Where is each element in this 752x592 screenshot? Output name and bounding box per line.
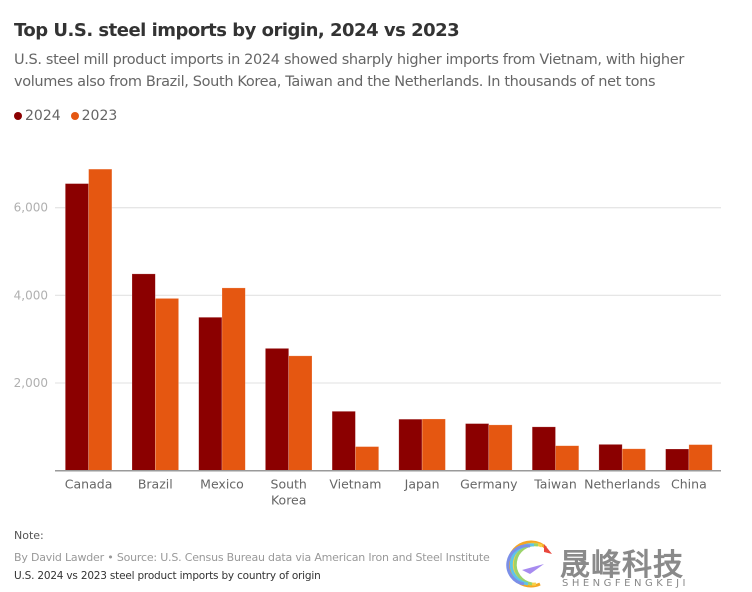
legend-swatch-2024 bbox=[14, 112, 22, 120]
bar-vietnam-2023 bbox=[355, 446, 379, 472]
legend-label-2023: 2023 bbox=[81, 108, 118, 124]
bar-chart: 2,000 4,000 6,000 Canada Brazil Mexico South Ko… bbox=[14, 168, 721, 508]
bar-brazil-2023 bbox=[155, 298, 179, 471]
x-tick-label-line: South bbox=[271, 477, 307, 492]
y-tick-label-4000: 4,000 bbox=[14, 288, 48, 302]
watermark-subtext: SHENGFENGKEJI bbox=[562, 578, 689, 589]
x-tick-label-line: Brazil bbox=[138, 477, 173, 492]
bar-south-korea-2023 bbox=[288, 355, 313, 472]
bar-taiwan-2024 bbox=[531, 426, 556, 472]
x-tick-label-line: Mexico bbox=[200, 477, 244, 492]
bar-japan-2024 bbox=[398, 418, 423, 471]
legend-swatch-2023 bbox=[70, 112, 79, 120]
x-tick-label-line: China bbox=[671, 477, 707, 492]
chart-title: Top U.S. steel imports by origin, 2024 v… bbox=[14, 20, 460, 41]
x-tick-label-line: Japan bbox=[404, 477, 440, 492]
bar-germany-2023 bbox=[488, 424, 513, 471]
footer-note: Note: bbox=[14, 529, 44, 542]
bar-taiwan-2023 bbox=[555, 445, 580, 471]
y-tick-label-2000: 2,000 bbox=[14, 376, 48, 390]
x-tick-label-line: Korea bbox=[271, 493, 306, 508]
x-tick-label-line: Canada bbox=[65, 477, 113, 492]
watermark: 晟峰科技 SHENGFENGKEJI bbox=[500, 540, 740, 590]
legend: 2024 2023 bbox=[14, 108, 117, 124]
x-tick-label-line: Netherlands bbox=[584, 477, 660, 492]
x-tick-label-mexico: Mexico bbox=[200, 477, 244, 492]
x-tick-label-brazil: Brazil bbox=[138, 477, 173, 492]
bar-mexico-2024 bbox=[198, 316, 223, 472]
bar-netherlands-2023 bbox=[621, 448, 646, 471]
x-tick-label-line: Germany bbox=[460, 477, 518, 492]
bar-mexico-2023 bbox=[221, 287, 246, 471]
bar-south-korea-2024 bbox=[265, 348, 289, 471]
x-tick-label-line: Vietnam bbox=[329, 477, 381, 492]
watermark-logo-icon bbox=[506, 540, 552, 588]
y-tick-label-6000: 6,000 bbox=[14, 201, 48, 215]
x-tick-label-line: Taiwan bbox=[533, 477, 577, 492]
x-tick-label-canada: Canada bbox=[65, 477, 113, 492]
watermark-text: 晟峰科技 bbox=[560, 548, 684, 583]
x-tick-label-japan: Japan bbox=[404, 477, 440, 492]
legend-item-2024: 2024 bbox=[14, 108, 61, 124]
x-tick-label-vietnam: Vietnam bbox=[329, 477, 381, 492]
x-tick-label-netherlands: Netherlands bbox=[584, 477, 660, 492]
x-tick-label-taiwan: Taiwan bbox=[533, 477, 577, 492]
legend-label-2024: 2024 bbox=[25, 108, 61, 124]
footer-caption: U.S. 2024 vs 2023 steel product imports … bbox=[14, 570, 321, 582]
x-tick-label-china: China bbox=[671, 477, 707, 492]
bar-japan-2023 bbox=[421, 418, 446, 471]
bar-vietnam-2024 bbox=[331, 411, 356, 472]
bar-china-2024 bbox=[665, 448, 690, 472]
bar-germany-2024 bbox=[465, 423, 490, 471]
bar-china-2023 bbox=[688, 444, 713, 472]
x-tick-label-south-korea: South Korea bbox=[271, 477, 307, 508]
bar-canada-2024 bbox=[65, 183, 89, 472]
legend-item-2023: 2023 bbox=[70, 108, 118, 124]
bar-brazil-2024 bbox=[131, 273, 156, 471]
x-tick-label-germany: Germany bbox=[460, 477, 518, 492]
footer-byline: By David Lawder • Source: U.S. Census Bu… bbox=[14, 551, 490, 564]
bar-canada-2023 bbox=[88, 168, 113, 472]
chart-subtitle: U.S. steel mill product imports in 2024 … bbox=[14, 52, 684, 90]
bar-netherlands-2024 bbox=[598, 444, 623, 471]
